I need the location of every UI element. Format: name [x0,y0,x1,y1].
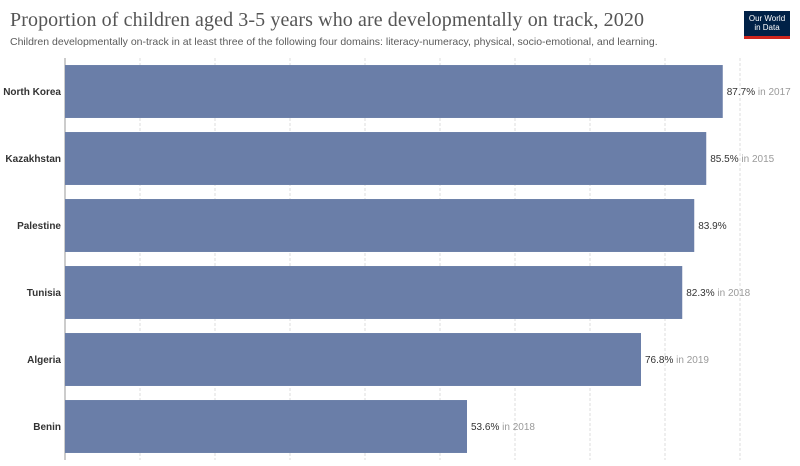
year-note: in 2018 [715,288,751,299]
logo-text-line2: in Data [754,23,780,32]
owid-logo[interactable]: Our World in Data [744,11,790,36]
bar[interactable] [65,400,467,453]
value-label: 83.9% [698,221,726,232]
value-text: 85.5% [710,154,738,165]
chart-title: Proportion of children aged 3-5 years wh… [10,9,645,31]
category-label: Benin [33,422,61,433]
bar[interactable] [65,199,695,252]
category-label: Tunisia [27,288,62,299]
value-text: 87.7% [727,87,755,98]
chart-subtitle: Children developmentally on-track in at … [10,36,658,48]
year-note: in 2019 [673,355,709,366]
logo-accent-bar [744,36,790,39]
value-text: 53.6% [471,422,499,433]
value-label: 82.3% in 2018 [686,288,750,299]
value-label: 85.5% in 2015 [710,154,774,165]
bar[interactable] [65,132,707,185]
logo-text-line1: Our World [748,14,786,23]
value-label: 76.8% in 2019 [645,355,709,366]
bar[interactable] [65,65,723,118]
category-label: Algeria [27,355,61,366]
year-note: in 2015 [739,154,775,165]
value-text: 83.9% [698,221,726,232]
bar[interactable] [65,333,641,386]
value-label: 53.6% in 2018 [471,422,535,433]
bar[interactable] [65,266,683,319]
value-label: 87.7% in 2017 [727,87,791,98]
category-label: Palestine [17,221,61,232]
category-label: North Korea [3,87,61,98]
year-note: in 2017 [755,87,791,98]
category-label: Kazakhstan [5,154,61,165]
year-note: in 2018 [499,422,535,433]
value-text: 82.3% [686,288,714,299]
value-text: 76.8% [645,355,673,366]
